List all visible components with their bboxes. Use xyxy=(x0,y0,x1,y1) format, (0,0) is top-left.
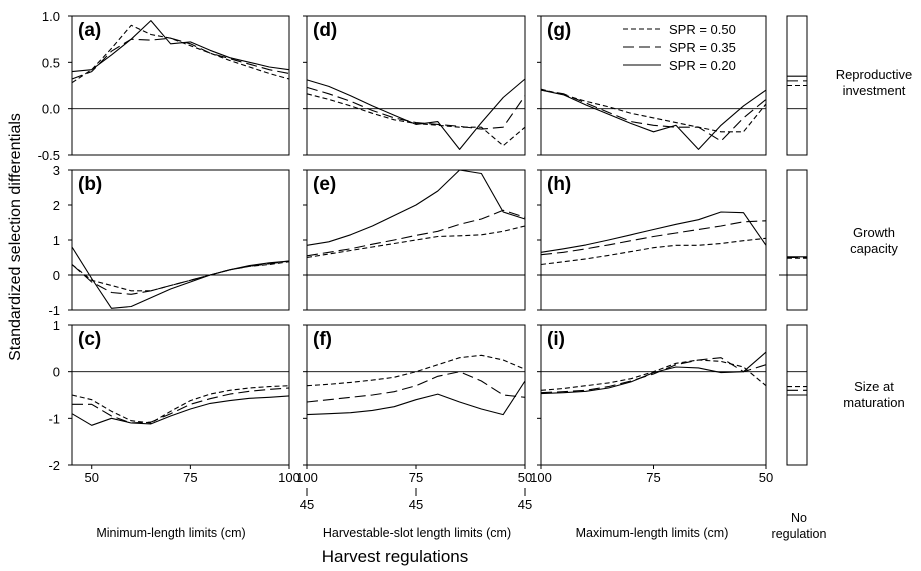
series-line xyxy=(306,78,526,150)
series-line xyxy=(540,220,767,256)
y-tick-label: -1 xyxy=(48,303,60,318)
y-tick-label: 0.0 xyxy=(42,102,60,117)
legend-label: SPR = 0.50 xyxy=(669,22,736,37)
series-line xyxy=(306,93,526,147)
y-tick-label: 0.5 xyxy=(42,55,60,70)
legend-label: SPR = 0.20 xyxy=(669,58,736,73)
series-line xyxy=(306,371,526,403)
panel-label: (b) xyxy=(78,174,102,195)
series-line xyxy=(540,359,767,391)
x-tick-label: 75 xyxy=(183,470,197,485)
panel-label: (a) xyxy=(78,20,101,41)
row-label-growth-2: capacity xyxy=(850,241,898,256)
x-tick-label: 100 xyxy=(278,470,300,485)
x-tick-label: 50 xyxy=(84,470,98,485)
x-tick-label: 50 xyxy=(759,470,773,485)
series-line xyxy=(306,86,526,130)
y-tick-label: 1.0 xyxy=(42,9,60,24)
column-label-slot: Harvestable-slot length limits (cm) xyxy=(323,526,511,540)
slot-lower-bound-label: 45 xyxy=(518,497,532,512)
panel-frame xyxy=(540,15,767,156)
series-line xyxy=(540,88,767,133)
series-line xyxy=(540,237,767,266)
y-tick-label: -2 xyxy=(48,458,60,473)
panel-label: (d) xyxy=(313,20,337,41)
y-axis-title: Standardized selection differentials xyxy=(7,113,24,361)
panel-label: (g) xyxy=(547,20,571,41)
series-line xyxy=(71,260,290,295)
row-label-size-1: Size at xyxy=(854,379,894,394)
no-regulation-label-line2: regulation xyxy=(772,527,827,541)
row-label-reproductive-1: Reproductive xyxy=(836,67,913,82)
column-label-maximum: Maximum-length limits (cm) xyxy=(576,526,729,540)
y-tick-label: 1 xyxy=(53,318,60,333)
no-regulation-label-line1: No xyxy=(791,511,807,525)
x-tick-label: 100 xyxy=(530,470,552,485)
x-tick-label: 75 xyxy=(409,470,423,485)
series-line xyxy=(540,89,767,142)
legend: SPR = 0.50 SPR = 0.35 SPR = 0.20 xyxy=(623,22,736,73)
no-regulation-frame xyxy=(786,169,808,311)
panel-label: (c) xyxy=(78,329,101,350)
series-line xyxy=(71,385,290,424)
y-tick-label: 0 xyxy=(53,365,60,380)
panel-label: (i) xyxy=(547,329,565,350)
panel-frame xyxy=(71,324,290,466)
series-line xyxy=(306,225,526,259)
y-tick-label: 0 xyxy=(53,268,60,283)
x-tick-label: 100 xyxy=(296,470,318,485)
series-line xyxy=(306,380,526,416)
series-line xyxy=(71,246,290,309)
row-label-growth-1: Growth xyxy=(853,225,895,240)
figure-labels: Standardized selection differentials Har… xyxy=(7,67,912,566)
series-line xyxy=(71,261,290,292)
series-line xyxy=(306,169,526,246)
slot-lower-bound-label: 45 xyxy=(409,497,423,512)
y-tick-label: 3 xyxy=(53,163,60,178)
x-axis-title: Harvest regulations xyxy=(322,547,468,566)
row-label-reproductive-2: investment xyxy=(843,83,906,98)
series-line xyxy=(540,351,767,395)
series-line xyxy=(540,89,767,150)
series-line xyxy=(71,395,290,426)
series-line xyxy=(71,37,290,80)
series-line xyxy=(306,354,526,387)
panel-frame xyxy=(306,169,526,311)
panel-label: (e) xyxy=(313,174,336,195)
column-label-minimum: Minimum-length limits (cm) xyxy=(96,526,245,540)
series-line xyxy=(72,387,290,424)
panel-frame xyxy=(306,324,526,466)
series-line xyxy=(540,211,767,253)
panel-frame xyxy=(71,15,290,156)
panel-frame xyxy=(306,15,526,156)
panel-frame xyxy=(540,324,767,466)
row-label-size-2: maturation xyxy=(843,395,904,410)
slot-lower-bound-label: 45 xyxy=(300,497,314,512)
panel-label: (h) xyxy=(547,174,571,195)
panel-frame xyxy=(540,169,767,311)
y-tick-label: 1 xyxy=(53,233,60,248)
y-tick-label: -1 xyxy=(48,411,60,426)
series-line xyxy=(71,24,290,84)
y-tick-label: 2 xyxy=(53,198,60,213)
legend-label: SPR = 0.35 xyxy=(669,40,736,55)
x-tick-label: 50 xyxy=(518,470,532,485)
y-tick-label: -0.5 xyxy=(38,148,60,163)
series-line xyxy=(306,209,526,257)
series-line xyxy=(540,357,767,394)
x-tick-label: 75 xyxy=(646,470,660,485)
panel-label: (f) xyxy=(313,329,332,350)
series-line xyxy=(71,20,290,73)
